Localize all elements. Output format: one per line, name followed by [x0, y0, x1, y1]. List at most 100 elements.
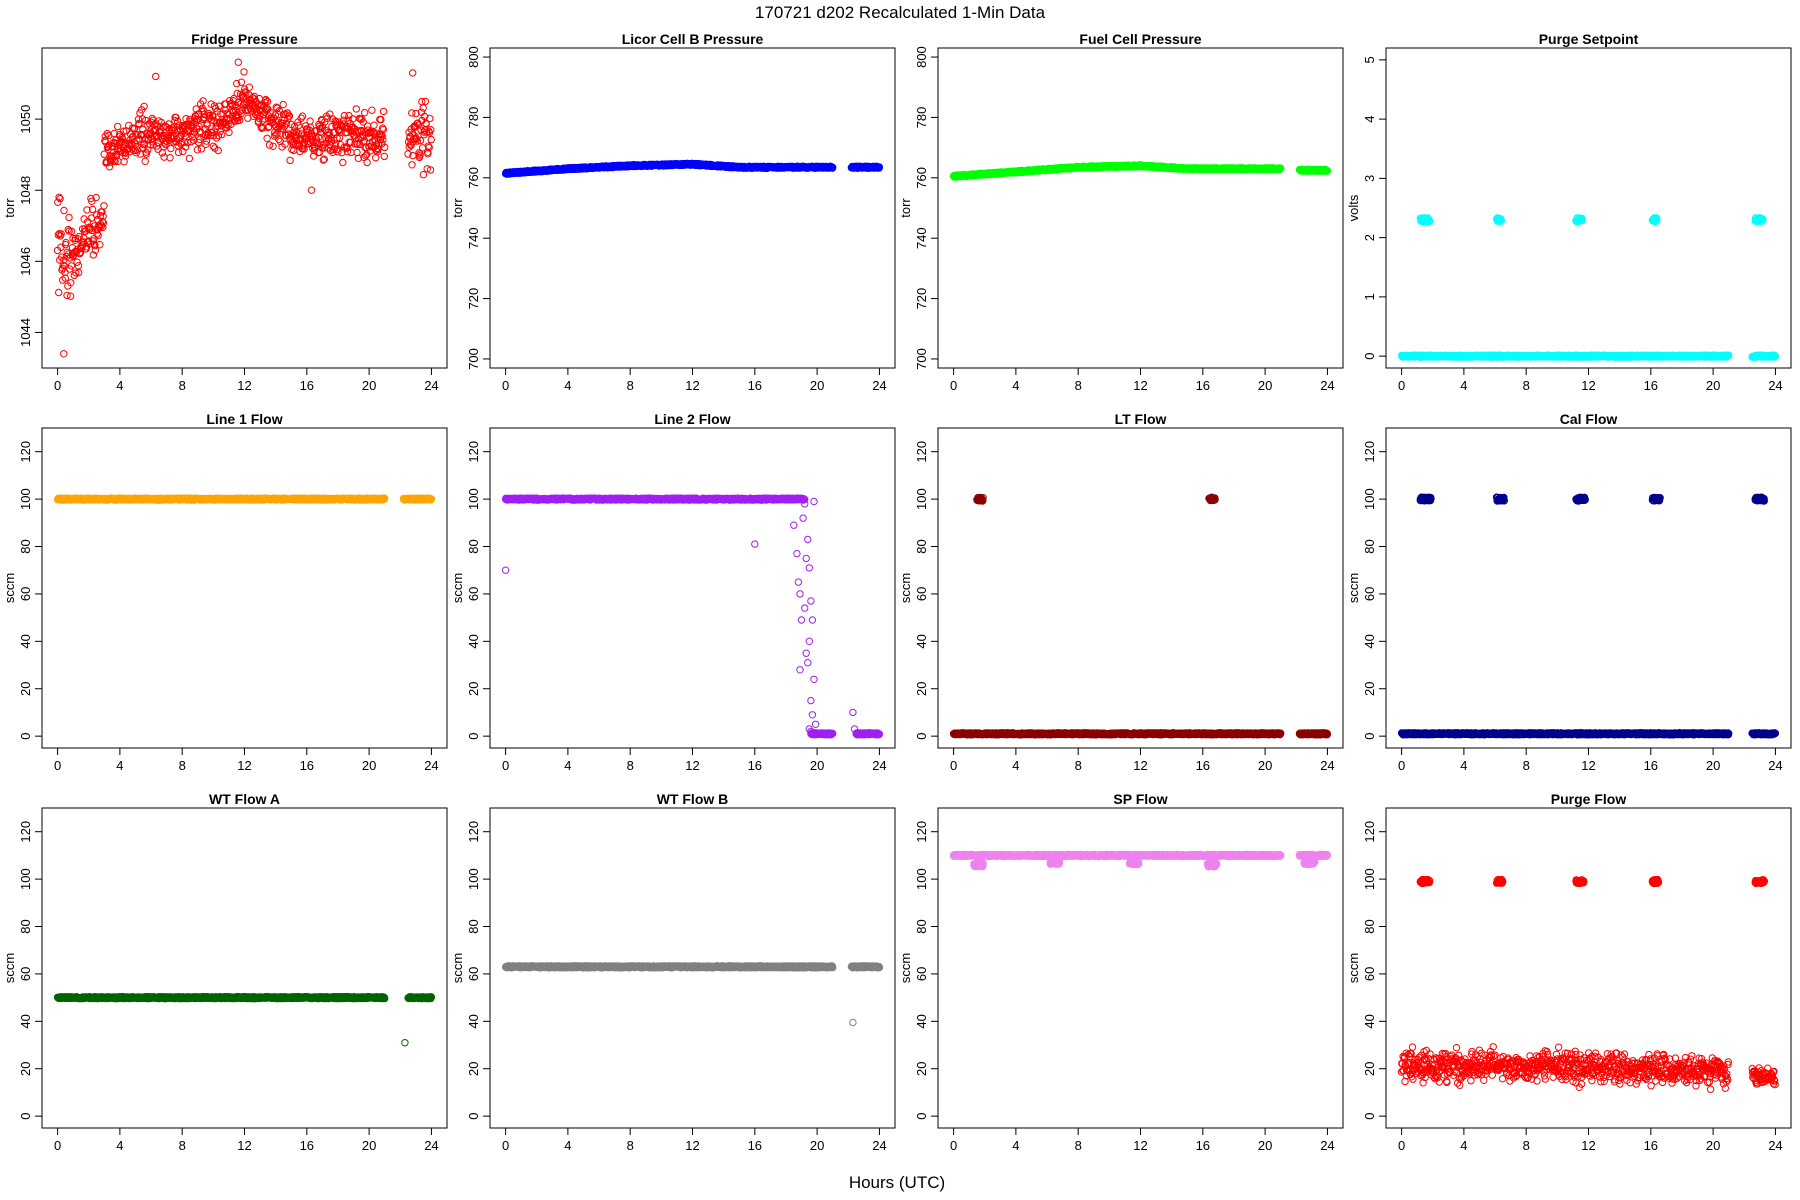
data-point [422, 120, 430, 128]
data-point [209, 142, 218, 151]
x-tick-label: 24 [872, 378, 886, 393]
data-point [91, 246, 100, 255]
data-point [381, 143, 389, 152]
y-tick-label: 4 [1362, 115, 1377, 122]
data-point [343, 148, 352, 156]
data-points [1397, 214, 1780, 361]
data-point [209, 113, 217, 121]
y-tick-label: 100 [18, 488, 33, 510]
data-point [56, 194, 64, 203]
data-point [181, 143, 190, 151]
data-point [94, 231, 102, 240]
data-point [141, 157, 149, 166]
data-point [1652, 216, 1661, 225]
y-tick-label: 760 [914, 167, 929, 189]
data-point [228, 101, 237, 110]
y-tick-label: 120 [18, 441, 33, 463]
x-tick-label: 16 [1196, 378, 1210, 393]
data-point [153, 142, 161, 150]
data-point [1323, 167, 1332, 175]
y-tick-label: 2 [1362, 234, 1377, 241]
x-tick-label: 24 [1768, 378, 1782, 393]
data-point [370, 121, 378, 129]
y-tick-label: 780 [914, 107, 929, 129]
data-point [274, 110, 283, 119]
data-point [64, 250, 73, 258]
data-point [354, 154, 363, 163]
data-point [135, 120, 143, 129]
data-point [237, 78, 246, 86]
data-point [118, 135, 127, 143]
x-tick-label: 4 [1012, 378, 1019, 393]
y-tick-label: 0 [18, 733, 33, 740]
x-tick-label: 12 [237, 378, 251, 393]
y-tick-label: 740 [466, 227, 481, 249]
x-tick-label: 16 [1644, 378, 1658, 393]
data-point [416, 136, 425, 145]
x-tick-label: 8 [179, 758, 186, 773]
data-point [95, 223, 104, 232]
y-tick-label: 1044 [18, 318, 33, 347]
data-point [271, 111, 279, 119]
data-point [380, 152, 388, 161]
data-point [130, 139, 139, 147]
y-tick-label: 3 [1362, 175, 1377, 182]
data-point [323, 114, 332, 123]
data-point [320, 155, 328, 163]
data-point [88, 226, 97, 235]
x-tick-label: 20 [362, 758, 376, 773]
data-point [359, 118, 367, 126]
data-point [352, 105, 360, 113]
data-point [419, 171, 428, 179]
data-point [379, 135, 387, 144]
x-tick-label: 12 [685, 378, 699, 393]
x-tick-label: 16 [300, 758, 314, 773]
data-point [199, 115, 207, 124]
y-tick-label: 720 [914, 288, 929, 310]
data-point [233, 89, 241, 98]
panel-title: Purge Setpoint [1539, 31, 1639, 47]
data-point [75, 232, 83, 241]
data-point [71, 234, 80, 243]
y-tick-label: 5 [1362, 56, 1377, 63]
data-point [409, 69, 417, 77]
x-tick-label: 0 [502, 378, 509, 393]
data-point [196, 135, 204, 144]
data-point [203, 121, 211, 129]
data-point [1653, 214, 1661, 222]
x-tick-label: 4 [1460, 378, 1467, 393]
data-point [55, 193, 63, 202]
data-point [281, 140, 289, 148]
plot-frame [1385, 47, 1792, 369]
data-points [53, 58, 435, 358]
data-point [172, 113, 180, 122]
x-tick-label: 16 [300, 378, 314, 393]
data-point [409, 151, 417, 160]
data-point [65, 227, 73, 235]
data-point [238, 106, 247, 114]
data-point [152, 72, 160, 81]
data-point [233, 79, 241, 88]
x-tick-label: 20 [810, 378, 824, 393]
data-point [416, 150, 424, 158]
data-point [408, 161, 416, 169]
data-point [212, 134, 221, 142]
data-point [372, 146, 380, 155]
data-point [368, 106, 376, 114]
x-axis: 0 4 8 12 16 20 24 [1398, 367, 1783, 393]
data-point [184, 139, 192, 147]
data-point [334, 148, 342, 156]
plot-frame [937, 47, 1344, 369]
data-point [426, 166, 435, 174]
data-point [200, 110, 209, 119]
data-point [413, 137, 422, 145]
data-point [57, 230, 65, 238]
data-point [234, 58, 243, 66]
data-point [83, 206, 91, 214]
data-point [99, 223, 107, 232]
data-point [288, 145, 296, 154]
data-point [172, 138, 181, 146]
data-point [166, 154, 174, 162]
